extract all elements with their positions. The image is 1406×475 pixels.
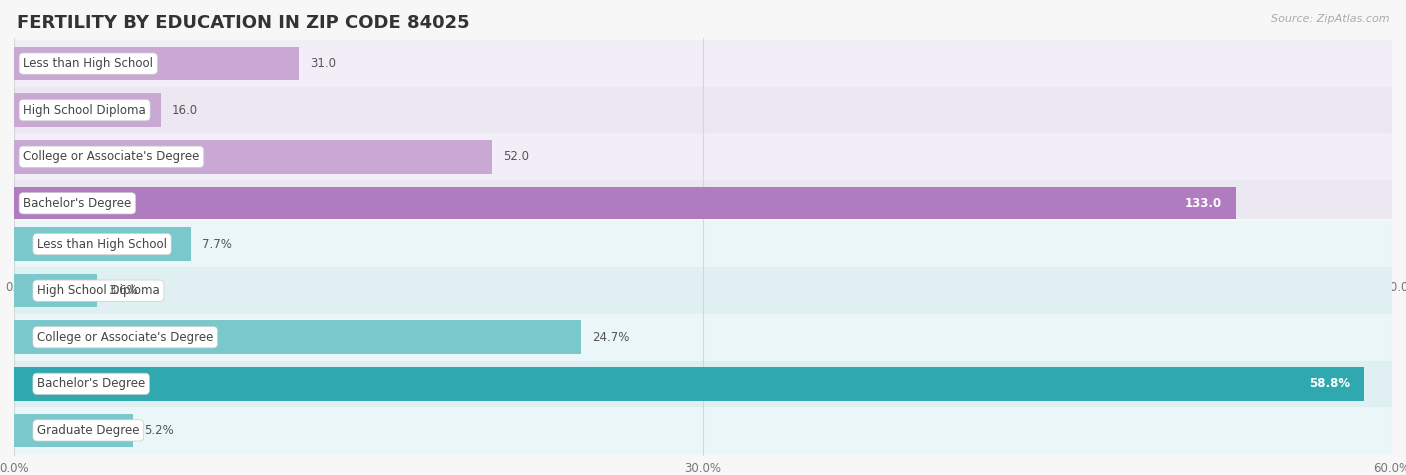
Text: 31.0: 31.0 [309, 57, 336, 70]
Text: High School Diploma: High School Diploma [24, 104, 146, 117]
Text: Graduate Degree: Graduate Degree [37, 424, 139, 437]
Bar [14, 227, 1392, 273]
Bar [14, 40, 1392, 87]
Bar [14, 267, 1392, 314]
Bar [14, 314, 1392, 361]
Bar [14, 87, 1392, 133]
Bar [14, 414, 134, 447]
Text: 24.7%: 24.7% [592, 331, 630, 344]
Bar [14, 187, 1236, 220]
Text: 3.6%: 3.6% [108, 284, 138, 297]
Bar [14, 133, 1392, 180]
Text: Graduate Degree: Graduate Degree [24, 243, 125, 256]
Text: 133.0: 133.0 [1185, 197, 1222, 210]
Bar [14, 367, 1364, 400]
Text: Bachelor's Degree: Bachelor's Degree [24, 197, 132, 210]
Text: College or Associate's Degree: College or Associate's Degree [37, 331, 214, 344]
Text: Less than High School: Less than High School [37, 238, 167, 251]
Text: 58.8%: 58.8% [1309, 377, 1351, 390]
Text: 5.2%: 5.2% [145, 424, 174, 437]
Bar [14, 361, 1392, 407]
Text: 52.0: 52.0 [503, 150, 529, 163]
Text: 16.0: 16.0 [172, 104, 198, 117]
Text: FERTILITY BY EDUCATION IN ZIP CODE 84025: FERTILITY BY EDUCATION IN ZIP CODE 84025 [17, 14, 470, 32]
Text: 36.0: 36.0 [356, 243, 382, 256]
Text: 7.7%: 7.7% [202, 238, 232, 251]
Bar [14, 180, 1392, 227]
Bar [14, 233, 344, 266]
Text: High School Diploma: High School Diploma [37, 284, 160, 297]
Bar [14, 407, 1392, 454]
Text: Source: ZipAtlas.com: Source: ZipAtlas.com [1271, 14, 1389, 24]
Bar [14, 221, 1392, 267]
Bar [14, 94, 162, 127]
Bar [14, 47, 299, 80]
Bar [14, 140, 492, 173]
Text: Bachelor's Degree: Bachelor's Degree [37, 377, 145, 390]
Text: College or Associate's Degree: College or Associate's Degree [24, 150, 200, 163]
Bar [14, 228, 191, 261]
Text: Less than High School: Less than High School [24, 57, 153, 70]
Bar [14, 274, 97, 307]
Bar [14, 321, 581, 354]
